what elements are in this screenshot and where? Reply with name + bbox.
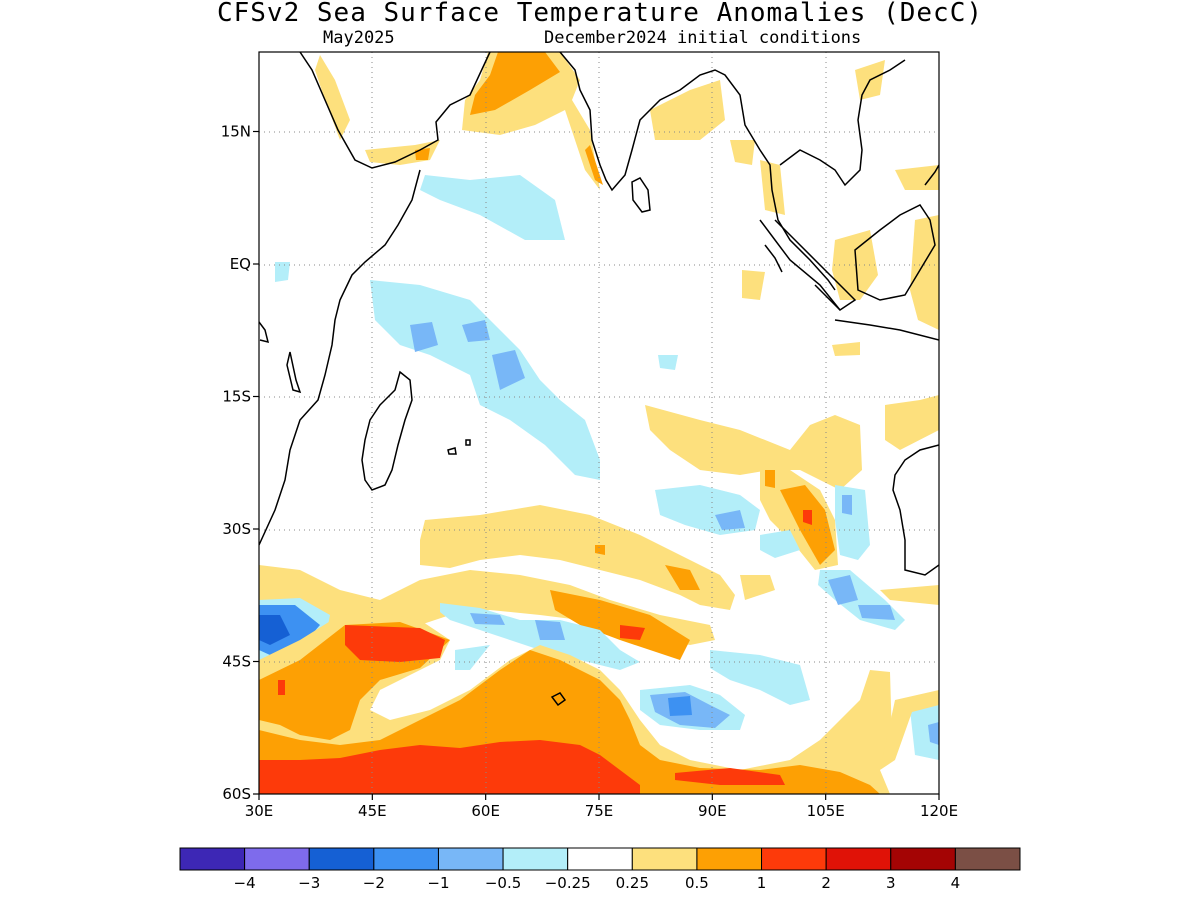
lat-tick-label: 45S — [222, 653, 251, 671]
legend-label: −0.5 — [485, 874, 521, 892]
lon-tick-label: 60E — [471, 802, 500, 820]
legend-swatch — [502, 847, 569, 871]
legend-label: −2 — [363, 874, 385, 892]
legend-label: −4 — [234, 874, 256, 892]
lon-tick-label: 90E — [698, 802, 727, 820]
legend-swatch — [761, 847, 827, 871]
legend-label: 3 — [886, 874, 896, 892]
legend-swatch — [631, 847, 698, 871]
legend-swatch — [567, 847, 633, 871]
lat-tick-label: EQ — [230, 255, 251, 273]
legend-label: 0.5 — [685, 874, 709, 892]
legend-label: 4 — [951, 874, 961, 892]
latitude-axis: 15N EQ 15S 30S 45S 60S — [221, 123, 259, 803]
legend-swatch — [825, 847, 892, 871]
legend-swatch — [308, 847, 375, 871]
initial-conditions: December2024 initial conditions — [544, 28, 862, 48]
color-legend: −4 −3 −2 −1 −0.5 −0.25 0.25 0.5 1 2 3 4 — [179, 847, 1021, 892]
lat-tick-label: 30S — [222, 520, 251, 538]
lat-tick-label: 15S — [222, 388, 251, 406]
lon-tick-label: 105E — [807, 802, 845, 820]
lon-tick-label: 120E — [920, 802, 958, 820]
map-title: CFSv2 Sea Surface Temperature Anomalies … — [216, 0, 984, 28]
legend-swatch — [373, 847, 439, 871]
graticule — [259, 52, 939, 794]
legend-swatch — [890, 847, 956, 871]
legend-label: −1 — [427, 874, 449, 892]
legend-label: 2 — [821, 874, 831, 892]
coastlines — [259, 52, 939, 707]
longitude-axis: 30E 45E 60E 75E 90E 105E 120E — [245, 794, 958, 820]
legend-label: −0.25 — [545, 874, 591, 892]
legend-swatch — [244, 847, 310, 871]
lon-tick-label: 75E — [585, 802, 614, 820]
lat-tick-label: 15N — [221, 123, 251, 141]
legend-swatch — [696, 847, 763, 871]
forecast-month: May2025 — [323, 28, 395, 48]
lon-tick-label: 45E — [358, 802, 387, 820]
legend-swatch — [437, 847, 504, 871]
legend-label: −3 — [298, 874, 320, 892]
lon-tick-label: 30E — [245, 802, 274, 820]
legend-label: 0.25 — [616, 874, 649, 892]
legend-swatch — [179, 847, 246, 871]
legend-swatch — [954, 847, 1021, 871]
legend-label: 1 — [757, 874, 767, 892]
lat-tick-label: 60S — [222, 785, 251, 803]
